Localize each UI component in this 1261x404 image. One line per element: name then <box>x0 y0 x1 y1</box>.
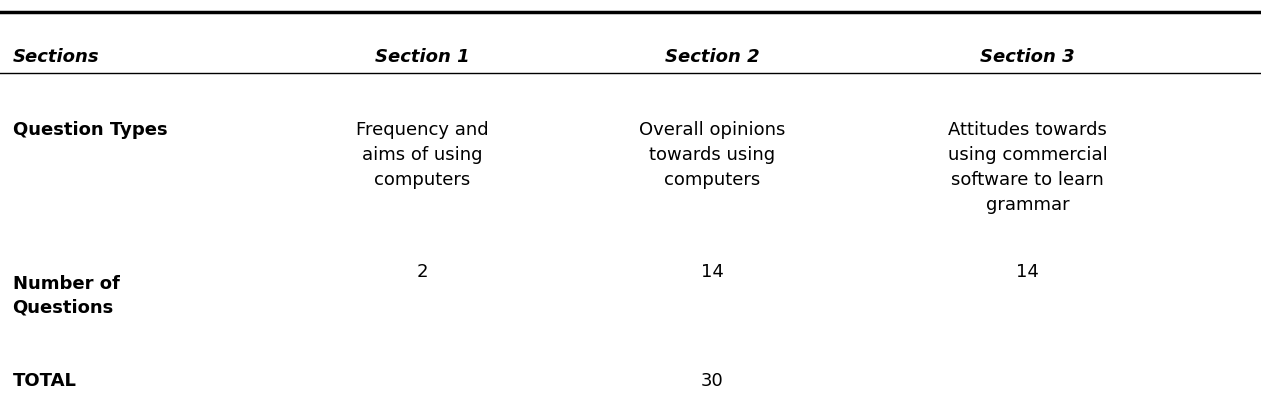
Text: Section 3: Section 3 <box>980 48 1076 67</box>
Text: TOTAL: TOTAL <box>13 372 77 390</box>
Text: Overall opinions
towards using
computers: Overall opinions towards using computers <box>639 121 786 189</box>
Text: Sections: Sections <box>13 48 100 67</box>
Text: Attitudes towards
using commercial
software to learn
grammar: Attitudes towards using commercial softw… <box>948 121 1107 214</box>
Text: 14: 14 <box>1016 263 1039 281</box>
Text: 30: 30 <box>701 372 724 390</box>
Text: Frequency and
aims of using
computers: Frequency and aims of using computers <box>356 121 489 189</box>
Text: Section 2: Section 2 <box>665 48 760 67</box>
Text: Section 1: Section 1 <box>375 48 470 67</box>
Text: 2: 2 <box>416 263 429 281</box>
Text: Question Types: Question Types <box>13 121 168 139</box>
Text: 14: 14 <box>701 263 724 281</box>
Text: Number of
Questions: Number of Questions <box>13 275 120 316</box>
